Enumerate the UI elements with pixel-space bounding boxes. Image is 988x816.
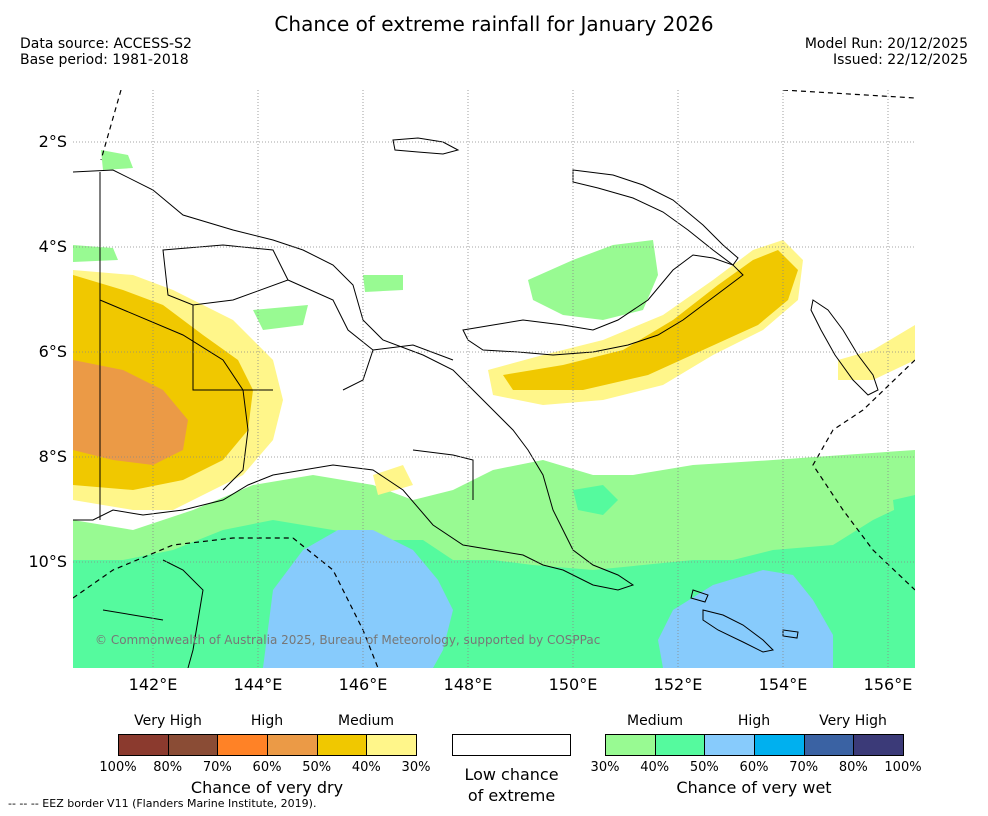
lat-label-4s: 4°S (38, 237, 67, 256)
wet-medium-plus-patch-east (573, 485, 618, 515)
lon-label-152e: 152°E (653, 675, 703, 694)
metadata-left: Data source: ACCESS-S2 Base period: 1981… (20, 36, 192, 68)
metadata-right: Model Run: 20/12/2025 Issued: 22/12/2025 (805, 36, 968, 68)
lon-label-148e: 148°E (443, 675, 493, 694)
low-chance-caption-line2: of extreme (467, 786, 556, 805)
lat-label-6s: 6°S (38, 342, 67, 361)
dry-colorbar-tick: 50% (302, 760, 332, 775)
manus-island-outline (392, 137, 460, 155)
dry-low-patch-south (373, 465, 413, 495)
dry-colorbar-segment (267, 734, 318, 756)
wet-medium-patch-northwest (101, 150, 133, 170)
wet-category-medium: Medium (627, 713, 683, 729)
dry-colorbar-tick: 30% (401, 760, 431, 775)
dry-colorbar-segment (316, 734, 368, 756)
map-gridlines (73, 90, 915, 668)
wet-medium-region-north (528, 240, 658, 320)
lon-label-156e: 156°E (863, 675, 913, 694)
wet-colorbar-tick: 100% (884, 760, 922, 775)
dry-low-patch-far-east (838, 325, 915, 380)
dry-colorbar-segment (118, 734, 169, 756)
wet-colorbar-tick: 70% (789, 760, 819, 775)
dry-colorbar-segment (167, 734, 219, 756)
wet-colorbar-segment (704, 734, 755, 756)
dry-colorbar-tick: 80% (153, 760, 183, 775)
dry-category-very-high: Very High (134, 713, 202, 729)
lon-label-146e: 146°E (338, 675, 388, 694)
eez-footnote: -- -- -- EEZ border V11 (Flanders Marine… (8, 797, 317, 810)
lat-label-2s: 2°S (38, 132, 67, 151)
dry-colorbar-tick: 100% (99, 760, 137, 775)
dry-category-high: High (250, 713, 284, 729)
model-run-label: Model Run: 20/12/2025 (804, 36, 968, 52)
lon-label-144e: 144°E (233, 675, 283, 694)
dry-colorbar-tick: 40% (351, 760, 381, 775)
wet-high-region-southeast (658, 570, 833, 668)
copyright-notice: © Commonwealth of Australia 2025, Bureau… (95, 633, 601, 647)
dry-medium-region-east (503, 250, 798, 390)
issued-label: Issued: 22/12/2025 (833, 52, 968, 68)
eez-border (73, 90, 915, 668)
rainfall-map[interactable] (73, 90, 915, 668)
lat-label-10s: 10°S (28, 552, 67, 571)
low-chance-caption: Low chance of extreme (440, 764, 583, 806)
wet-category-very-high: Very High (819, 713, 887, 729)
dry-colorbar-segment (217, 734, 268, 756)
lat-label-8s: 8°S (38, 447, 67, 466)
new-ireland-outline (572, 169, 739, 266)
wet-colorbar-tick: 60% (739, 760, 769, 775)
wet-colorbar-segment (605, 734, 656, 756)
dry-high-region-west (73, 360, 188, 465)
wet-colorbar-segment (803, 734, 855, 756)
bougainville-outline (810, 299, 879, 396)
data-source-label: Data source: ACCESS-S2 (20, 36, 192, 52)
new-guinea-outline (73, 169, 635, 591)
wet-colorbar-segment (754, 734, 805, 756)
wet-colorbar-tick: 40% (640, 760, 670, 775)
wet-colorbar-tick: 30% (590, 760, 620, 775)
low-chance-caption-line1: Low chance (464, 765, 559, 784)
wet-medium-patch-island (363, 275, 403, 292)
lon-label-154e: 154°E (758, 675, 808, 694)
png-province-border (99, 172, 474, 520)
wet-colorbar-caption: Chance of very wet (676, 778, 832, 797)
wet-colorbar-segment (654, 734, 706, 756)
dry-colorbar-caption: Chance of very dry (190, 778, 344, 797)
wet-medium-patch-central (253, 305, 308, 330)
new-britain-outline (462, 254, 744, 356)
dry-colorbar-tick: 70% (202, 760, 232, 775)
wet-colorbar-segment (853, 734, 904, 756)
wet-medium-patch-west (73, 245, 118, 262)
base-period-label: Base period: 1981-2018 (20, 52, 189, 68)
dry-colorbar-segment (366, 734, 417, 756)
low-chance-swatch (452, 734, 571, 756)
page-title: Chance of extreme rainfall for January 2… (274, 12, 714, 36)
lon-label-142e: 142°E (128, 675, 178, 694)
wet-high-region-south (263, 530, 453, 668)
wet-colorbar-tick: 80% (838, 760, 868, 775)
lon-label-150e: 150°E (548, 675, 598, 694)
dry-colorbar-tick: 60% (252, 760, 282, 775)
dry-category-medium: Medium (338, 713, 394, 729)
wet-category-high: High (737, 713, 771, 729)
wet-colorbar-tick: 50% (689, 760, 719, 775)
wet-medium-plus-patch-far-east (893, 495, 915, 550)
